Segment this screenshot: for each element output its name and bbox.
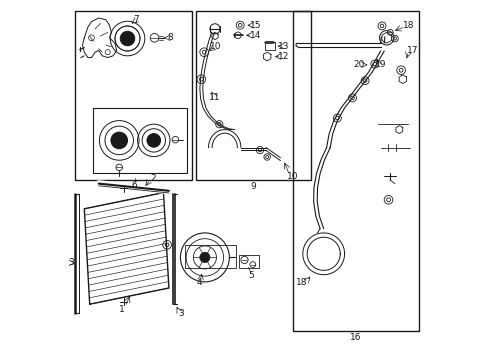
- Bar: [239, 255, 258, 268]
- Text: 11: 11: [209, 93, 220, 102]
- Bar: [196, 11, 310, 180]
- Text: 9: 9: [250, 182, 256, 191]
- Text: 8: 8: [167, 33, 173, 42]
- Text: 18: 18: [296, 278, 307, 287]
- Bar: [185, 245, 235, 268]
- Text: 16: 16: [349, 333, 361, 342]
- Text: 6: 6: [132, 181, 137, 190]
- Text: 13: 13: [278, 42, 289, 51]
- Text: 17: 17: [406, 46, 417, 55]
- Text: 20: 20: [352, 60, 364, 69]
- Text: 10: 10: [209, 42, 221, 51]
- Circle shape: [111, 132, 127, 149]
- Text: 18: 18: [402, 21, 413, 30]
- Circle shape: [200, 252, 209, 262]
- Text: 3: 3: [178, 309, 184, 318]
- Text: 14: 14: [249, 31, 261, 40]
- Text: 5: 5: [247, 271, 253, 280]
- Text: 3: 3: [68, 258, 74, 267]
- Text: 15: 15: [249, 21, 261, 30]
- Circle shape: [120, 31, 135, 46]
- Text: 10: 10: [287, 172, 298, 181]
- Bar: [292, 11, 418, 331]
- Text: 7: 7: [133, 15, 139, 24]
- Bar: [75, 11, 192, 180]
- Text: 12: 12: [278, 52, 289, 61]
- Bar: [264, 42, 274, 50]
- Text: 4: 4: [196, 278, 202, 287]
- Text: 19: 19: [374, 60, 386, 69]
- Circle shape: [147, 134, 160, 147]
- Text: 1: 1: [119, 305, 125, 314]
- Bar: [93, 108, 186, 173]
- Text: 2: 2: [150, 174, 155, 183]
